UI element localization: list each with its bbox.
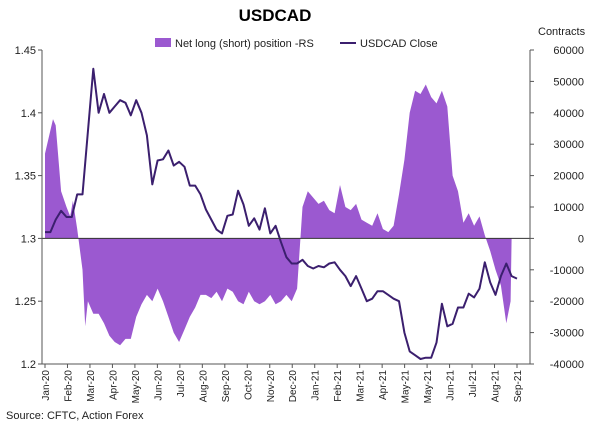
legend-line-label: USDCAD Close: [360, 38, 438, 50]
right-tick-label: -40000: [550, 359, 584, 371]
x-tick-label: Sep-21: [513, 370, 524, 403]
right-tick-label: 30000: [553, 139, 584, 151]
right-tick-label: -20000: [550, 296, 584, 308]
usdcad-close-line: [45, 67, 518, 360]
net-position-area: [45, 84, 512, 346]
right-axis-label: Contracts: [538, 26, 586, 38]
x-tick-label: Dec-20: [288, 370, 299, 403]
chart-title: USDCAD: [239, 6, 312, 25]
x-tick-label: Apr-21: [378, 370, 389, 400]
x-tick-label: Feb-20: [63, 370, 74, 402]
x-tick-label: Mar-20: [86, 370, 97, 402]
x-tick-label: Jun-20: [153, 370, 164, 401]
left-tick-label: 1.2: [21, 359, 36, 371]
x-tick-label: Mar-21: [356, 370, 367, 402]
x-tick-label: Aug-21: [491, 370, 502, 403]
x-tick-label: Oct-20: [243, 370, 254, 400]
left-tick-label: 1.3: [21, 233, 36, 245]
x-tick-label: Aug-20: [198, 370, 209, 403]
left-tick-label: 1.25: [15, 296, 36, 308]
x-tick-label: Sep-20: [221, 370, 232, 403]
x-tick-label: Jul-21: [468, 370, 479, 398]
right-tick-label: 60000: [553, 45, 584, 57]
right-tick-label: 10000: [553, 202, 584, 214]
left-tick-label: 1.4: [21, 108, 36, 120]
x-tick-label: May-21: [401, 370, 412, 404]
x-tick-label: Jun-21: [446, 370, 457, 401]
right-tick-label: -10000: [550, 265, 584, 277]
x-tick-label: May-21: [423, 370, 434, 404]
right-axis: 60000 50000 40000 30000 20000 10000 0 -10000 -20…: [529, 45, 584, 371]
left-tick-label: 1.35: [15, 171, 36, 183]
right-tick-label: 20000: [553, 171, 584, 183]
x-tick-label: Nov-20: [266, 370, 277, 403]
x-tick-label: Apr-20: [108, 370, 119, 400]
source-note: Source: CFTC, Action Forex: [6, 410, 144, 422]
right-tick-label: 50000: [553, 76, 584, 88]
x-tick-label: Jul-20: [176, 370, 187, 398]
left-tick-label: 1.45: [15, 45, 36, 57]
x-axis: Jan-20 Feb-20 Mar-20 Apr-20 May-20 Jun-20 Jul-…: [41, 363, 530, 404]
x-tick-label: May-20: [131, 370, 142, 404]
left-axis: 1.45 1.4 1.35 1.3 1.25 1.2: [15, 45, 43, 371]
right-tick-label: -30000: [550, 328, 584, 340]
right-tick-label: 0: [578, 233, 584, 245]
x-tick-label: Jan-21: [311, 370, 322, 401]
plot-area: [42, 67, 530, 360]
legend-area-swatch: [155, 38, 171, 47]
x-tick-label: Feb-21: [333, 370, 344, 402]
x-tick-label: Jan-20: [41, 370, 52, 401]
legend-area-label: Net long (short) position -RS: [175, 38, 314, 50]
right-tick-label: 40000: [553, 108, 584, 120]
